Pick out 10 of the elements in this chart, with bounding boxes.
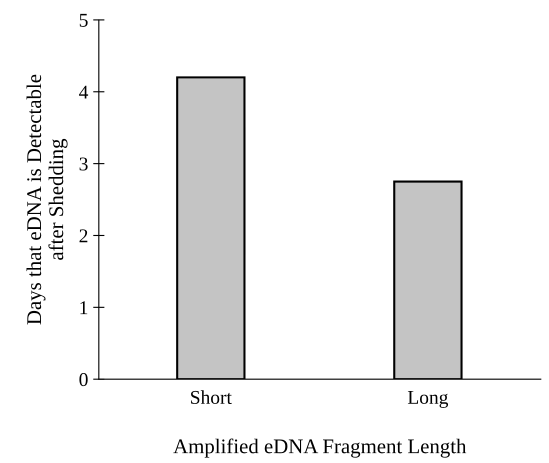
y-tick-label: 0 <box>79 373 88 386</box>
x-tick-label: Long <box>408 391 448 408</box>
y-tick-label: 2 <box>80 229 88 242</box>
y-tick-label: 5 <box>80 14 88 27</box>
x-axis-title: Amplified eDNA Fragment Length <box>173 438 466 458</box>
y-tick-label: 3 <box>80 157 88 171</box>
y-axis-title: Days that eDNA is Detectable after Shedding <box>26 74 68 324</box>
y-tick-label: 4 <box>79 86 88 99</box>
y-tick-label: 1 <box>80 301 88 314</box>
x-tick-label: Short <box>191 390 232 404</box>
